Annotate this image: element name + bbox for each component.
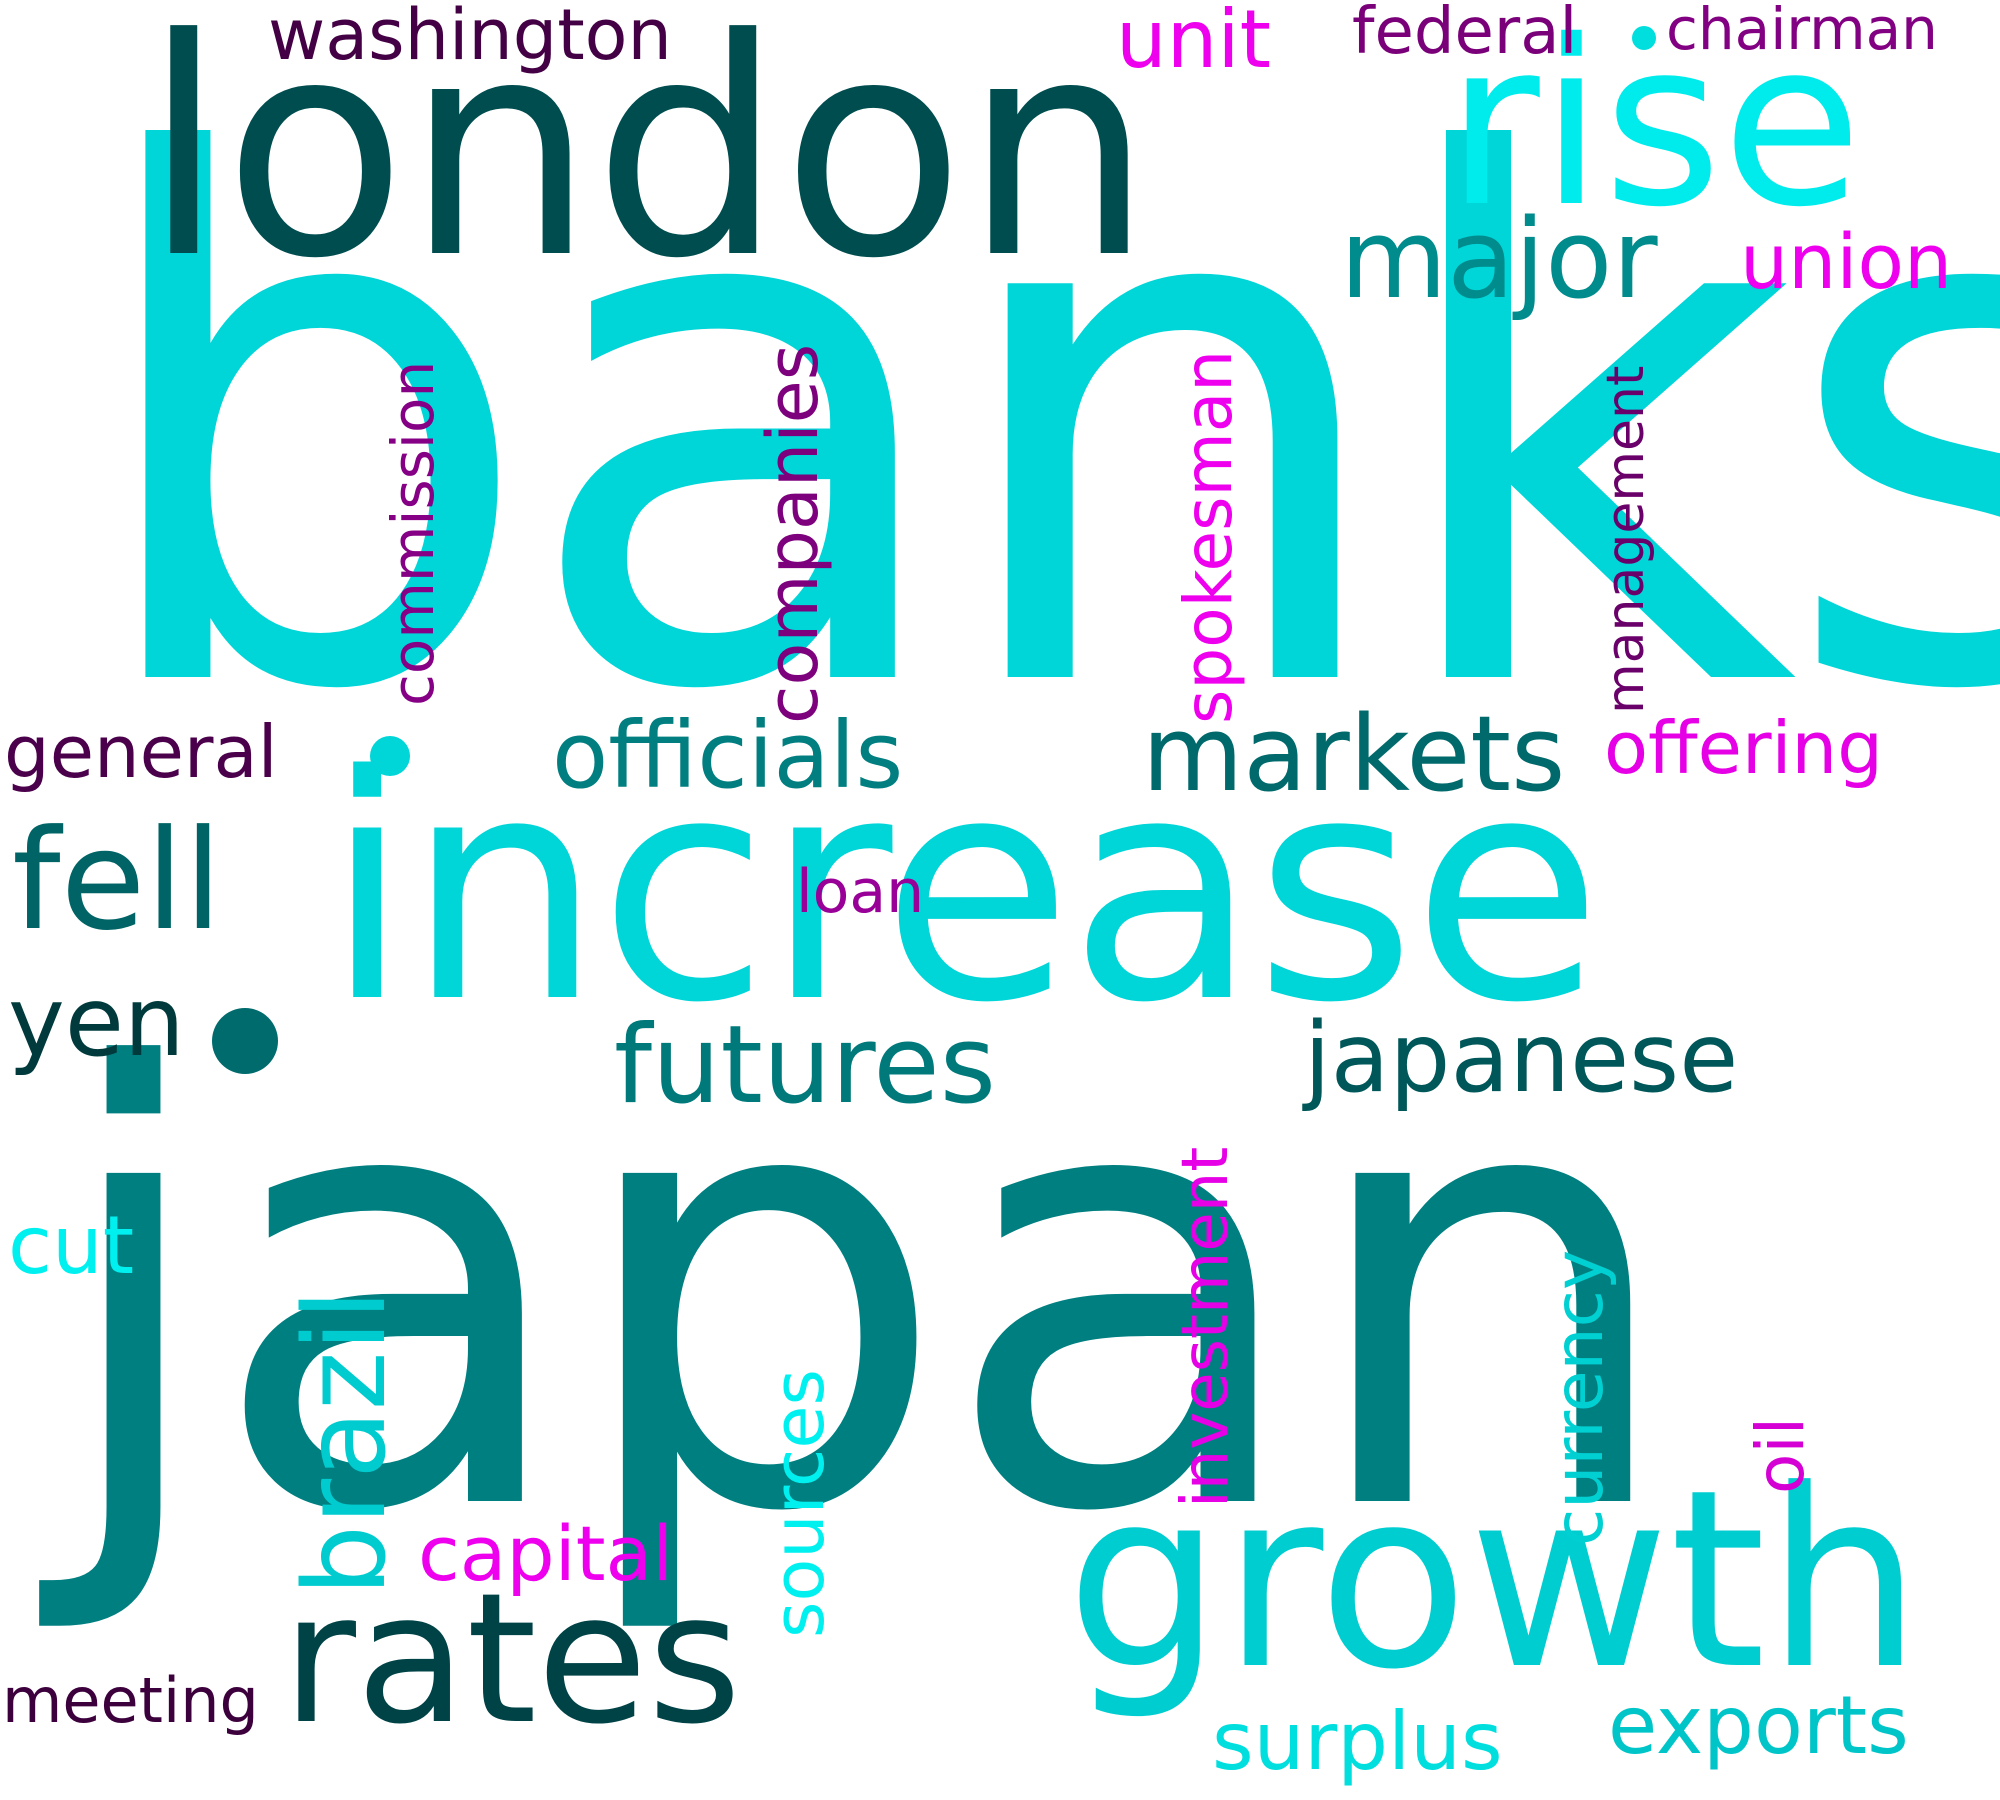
word-general: general [4, 710, 278, 794]
word-meeting: meeting [2, 1664, 259, 1737]
word-increase: increase [324, 710, 1603, 1071]
word-chairman: chairman [1666, 0, 1938, 63]
word-surplus: surplus [1212, 1695, 1503, 1788]
word-japan: japan [50, 944, 1681, 1643]
word-investment: investment [1169, 1146, 1243, 1508]
word-management: management [1596, 365, 1656, 714]
word-rise: rise [1446, 0, 1863, 257]
word-japanese: japanese [1304, 1002, 1739, 1114]
word-officials: officials [552, 702, 904, 809]
word-futures: futures [614, 1003, 997, 1128]
word-commission: commission [379, 360, 447, 706]
word-banks: banks [80, 9, 2000, 847]
word-sources: sources [758, 1369, 840, 1638]
word-companies: companies [752, 343, 834, 724]
word-currency: currency [1540, 1249, 1619, 1546]
word-capital: capital [418, 1509, 674, 1598]
word-brazil: brazil [281, 1289, 411, 1596]
word-growth: growth [1066, 1438, 1922, 1724]
word-london: london [142, 0, 1153, 324]
word-rates: rates [282, 1555, 742, 1764]
word-union: union [1740, 217, 1953, 306]
dot-small [1632, 26, 1656, 50]
word-unit: unit [1116, 0, 1271, 86]
dot-large [212, 1008, 278, 1074]
word-loan: loan [796, 857, 925, 927]
word-markets: markets [1142, 693, 1566, 815]
word-offering: offering [1604, 706, 1883, 790]
word-fell: fell [12, 800, 223, 961]
word-yen: yen [8, 966, 185, 1078]
word-cut: cut [8, 1199, 135, 1292]
word-washington: washington [268, 0, 672, 76]
word-oil: oil [1742, 1416, 1819, 1494]
dot-medium [370, 736, 410, 776]
word-spokesman: spokesman [1170, 349, 1247, 724]
word-federal: federal [1352, 0, 1578, 69]
word-major: major [1340, 195, 1658, 323]
word-exports: exports [1608, 1679, 1909, 1772]
